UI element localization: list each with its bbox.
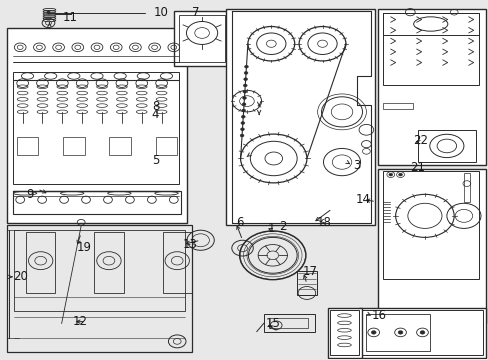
- Text: 9: 9: [26, 188, 34, 201]
- Text: 10: 10: [153, 6, 168, 19]
- Text: 15: 15: [265, 317, 280, 330]
- Text: 13: 13: [182, 238, 197, 251]
- Text: 21: 21: [409, 161, 425, 174]
- Bar: [225, 9, 374, 225]
- Circle shape: [240, 134, 244, 137]
- Circle shape: [240, 128, 244, 131]
- Bar: [383, 171, 478, 279]
- Text: 5: 5: [152, 154, 159, 167]
- Bar: [268, 318, 307, 328]
- Text: 2: 2: [279, 220, 286, 233]
- Text: 16: 16: [370, 309, 386, 322]
- Text: 3: 3: [352, 159, 359, 172]
- Text: 1: 1: [267, 222, 275, 235]
- Circle shape: [241, 109, 245, 112]
- Bar: [6, 28, 186, 223]
- Bar: [329, 310, 358, 355]
- Circle shape: [241, 115, 244, 118]
- Circle shape: [419, 330, 424, 334]
- Circle shape: [243, 78, 247, 81]
- Bar: [417, 130, 475, 162]
- Text: 12: 12: [73, 315, 88, 328]
- Text: 20: 20: [13, 270, 28, 283]
- Bar: [358, 309, 485, 357]
- Text: 8: 8: [152, 100, 159, 113]
- Bar: [178, 15, 224, 62]
- Circle shape: [388, 173, 392, 176]
- Bar: [463, 173, 469, 202]
- Bar: [26, 232, 55, 293]
- Bar: [63, 137, 84, 155]
- Bar: [383, 13, 478, 35]
- Bar: [13, 72, 178, 184]
- Bar: [6, 225, 191, 352]
- Text: 14: 14: [355, 193, 370, 206]
- Circle shape: [241, 122, 244, 125]
- Text: 7: 7: [192, 6, 200, 19]
- Text: 17: 17: [303, 265, 317, 278]
- Bar: [297, 271, 316, 295]
- Bar: [173, 12, 233, 66]
- Bar: [328, 309, 361, 357]
- Bar: [264, 315, 315, 332]
- Circle shape: [242, 103, 245, 106]
- Bar: [14, 230, 184, 311]
- Circle shape: [242, 96, 246, 99]
- Circle shape: [370, 330, 375, 334]
- Circle shape: [243, 90, 246, 93]
- Bar: [361, 310, 483, 355]
- Bar: [383, 103, 412, 109]
- Text: 19: 19: [76, 241, 91, 254]
- Bar: [109, 137, 131, 155]
- Bar: [156, 137, 177, 155]
- Circle shape: [244, 72, 247, 75]
- Text: 11: 11: [63, 11, 78, 24]
- Circle shape: [243, 84, 247, 87]
- Circle shape: [244, 65, 248, 68]
- Bar: [377, 9, 485, 165]
- Bar: [383, 13, 478, 85]
- Bar: [366, 314, 429, 351]
- Circle shape: [397, 330, 402, 334]
- Bar: [94, 232, 123, 293]
- Text: 6: 6: [235, 216, 243, 229]
- Text: 4: 4: [151, 108, 158, 121]
- Bar: [13, 191, 181, 214]
- Text: 18: 18: [316, 216, 331, 229]
- Text: 22: 22: [412, 134, 427, 147]
- Bar: [17, 137, 38, 155]
- Circle shape: [398, 173, 402, 176]
- Bar: [377, 169, 485, 323]
- Bar: [162, 232, 191, 293]
